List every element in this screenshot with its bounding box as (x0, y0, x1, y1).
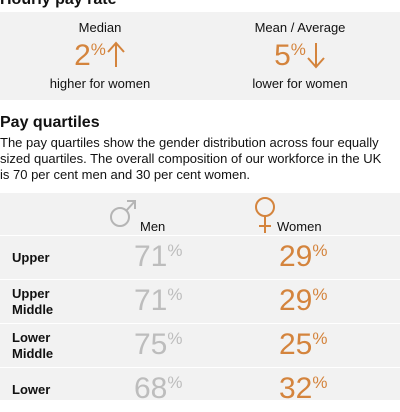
stat-caption: higher for women (49, 76, 151, 91)
stat-unit: % (290, 40, 306, 59)
column-header: Men (140, 219, 166, 234)
column-header: Women (277, 219, 322, 234)
women-value: 29% (279, 284, 328, 318)
row-label: Upper (12, 250, 50, 265)
stat-label: Median (78, 20, 122, 35)
stat-number: 5 (274, 39, 291, 72)
quartile-table: Men Women Upper 71% 29% Upper Middle 71% 29% L… (0, 193, 400, 405)
percent-unit: % (167, 241, 183, 260)
stat-value: 2% (0, 39, 200, 73)
table-row: Lower 68% 32% (0, 367, 400, 412)
table-row: Lower Middle 75% 25% (0, 323, 400, 368)
percent-number: 75 (134, 328, 168, 361)
row-label: Upper Middle (12, 286, 54, 317)
women-value: 29% (279, 240, 328, 274)
section-title: Pay quartiles (0, 114, 100, 131)
percent-number: 29 (279, 284, 313, 317)
row-label: Lower Middle (12, 330, 54, 361)
percent-number: 68 (134, 372, 168, 405)
percent-unit: % (167, 285, 183, 304)
men-value: 71% (134, 284, 183, 318)
male-icon (110, 200, 136, 227)
stat-unit: % (90, 40, 106, 59)
down-arrow (307, 43, 325, 69)
percent-number: 29 (279, 240, 313, 273)
stat-label: Mean / Average (254, 20, 346, 35)
mean-stat: Mean / Average 5% lower for women (200, 20, 400, 91)
percent-number: 32 (279, 372, 313, 405)
stat-number: 2 (74, 39, 91, 72)
stat-value: 5% (200, 39, 400, 73)
percent-number: 71 (134, 284, 168, 317)
stat-caption: lower for women (252, 76, 348, 91)
percent-unit: % (312, 373, 328, 392)
percent-unit: % (312, 329, 328, 348)
percent-unit: % (312, 285, 328, 304)
women-value: 32% (279, 372, 328, 406)
percent-unit: % (312, 241, 328, 260)
table-row: Upper Middle 71% 29% (0, 279, 400, 324)
row-label: Lower (12, 382, 51, 397)
men-value: 71% (134, 240, 183, 274)
up-arrow (107, 41, 125, 67)
percent-unit: % (167, 329, 183, 348)
pay-rate-box: Median 2% higher for women Mean / Averag… (0, 12, 400, 100)
description: The pay quartiles show the gender distri… (0, 135, 382, 182)
percent-number: 25 (279, 328, 313, 361)
median-stat: Median 2% higher for women (0, 20, 200, 91)
men-value: 68% (134, 372, 183, 406)
women-value: 25% (279, 328, 328, 362)
section-title: Hourly pay rate (0, 0, 116, 9)
men-value: 75% (134, 328, 183, 362)
table-row: Upper 71% 29% (0, 235, 400, 280)
female-icon (255, 197, 275, 233)
percent-number: 71 (134, 240, 168, 273)
percent-unit: % (167, 373, 183, 392)
